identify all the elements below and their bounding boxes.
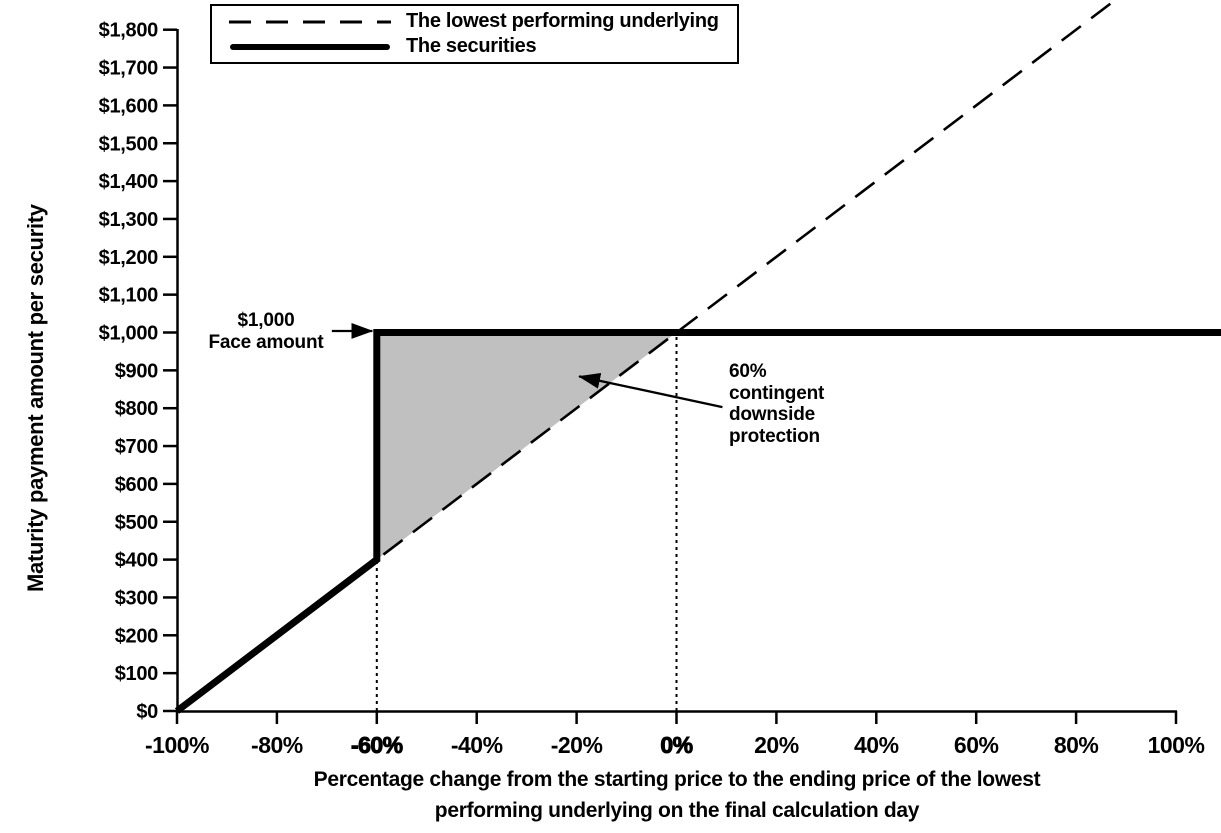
- downside-protection-text-line-1: 60%: [729, 361, 767, 382]
- legend: The lowest performing underlying The sec…: [210, 4, 739, 64]
- x-tick-label-40: 40%: [854, 732, 899, 758]
- y-tick-label-1000: $1,000: [99, 323, 159, 345]
- y-tick-label-300: $300: [115, 587, 158, 609]
- y-tick-label-1100: $1,100: [99, 285, 159, 307]
- y-tick-label-1400: $1,400: [99, 171, 159, 193]
- dashed-line-sample: [229, 20, 391, 23]
- face-amount-text-line-2: Face amount: [208, 332, 324, 353]
- y-tick-label-700: $700: [115, 436, 158, 458]
- y-axis-title: Maturity payment amount per security: [23, 204, 48, 592]
- x-tick-label-80: 80%: [1054, 732, 1099, 758]
- y-tick-label-900: $900: [115, 360, 158, 382]
- y-tick-label-1300: $1,300: [99, 209, 159, 231]
- x-tick-label--100: -100%: [145, 732, 209, 758]
- y-tick-label-1200: $1,200: [99, 247, 159, 269]
- x-tick-label--20: -20%: [551, 732, 603, 758]
- x-tick-label--40: -40%: [451, 732, 503, 758]
- legend-item-securities: The securities: [212, 34, 737, 59]
- x-axis-title: Percentage change from the starting pric…: [177, 764, 1177, 826]
- legend-label-underlying: The lowest performing underlying: [406, 10, 719, 32]
- securities-line: [174, 329, 1221, 714]
- y-tick-label-400: $400: [115, 550, 158, 572]
- solid-line-sample: [230, 43, 390, 50]
- downside-protection-annotation: 60% contingent downside protection: [729, 361, 859, 447]
- y-tick-label-1600: $1,600: [99, 95, 159, 117]
- x-tick-label-20: 20%: [754, 732, 799, 758]
- legend-item-underlying: The lowest performing underlying: [212, 9, 737, 34]
- downside-protection-text-line-2: contingent: [729, 382, 825, 404]
- x-tick-label-0: 0%: [660, 732, 692, 758]
- downside-protection-text-line-3: downside: [729, 404, 816, 425]
- y-tick-label-1500: $1,500: [99, 133, 159, 155]
- x-axis-title-line-2: performing underlying on the final calcu…: [434, 799, 920, 822]
- legend-label-securities: The securities: [406, 35, 537, 57]
- x-tick-label-60: 60%: [954, 732, 999, 758]
- y-tick-label-1800: $1,800: [99, 20, 159, 42]
- x-tick-label--60: -60%: [351, 732, 403, 758]
- y-tick-label-0: $0: [136, 701, 158, 723]
- y-tick-label-200: $200: [115, 625, 158, 647]
- downside-protection-text-line-4: protection: [729, 425, 820, 447]
- y-tick-label-500: $500: [115, 512, 158, 534]
- y-tick-label-100: $100: [115, 663, 158, 685]
- y-tick-label-800: $800: [115, 398, 158, 420]
- x-axis-title-line-1: Percentage change from the starting pric…: [313, 768, 1041, 791]
- downside-protection-arrow: [578, 372, 723, 409]
- y-tick-label-600: $600: [115, 474, 158, 496]
- x-tick-label--80: -80%: [251, 732, 303, 758]
- face-amount-text-line-1: $1,000: [237, 310, 295, 331]
- y-tick-label-1700: $1,700: [99, 58, 159, 80]
- face-amount-annotation: $1,000 Face amount: [196, 310, 336, 354]
- x-tick-label-100: 100%: [1148, 732, 1205, 758]
